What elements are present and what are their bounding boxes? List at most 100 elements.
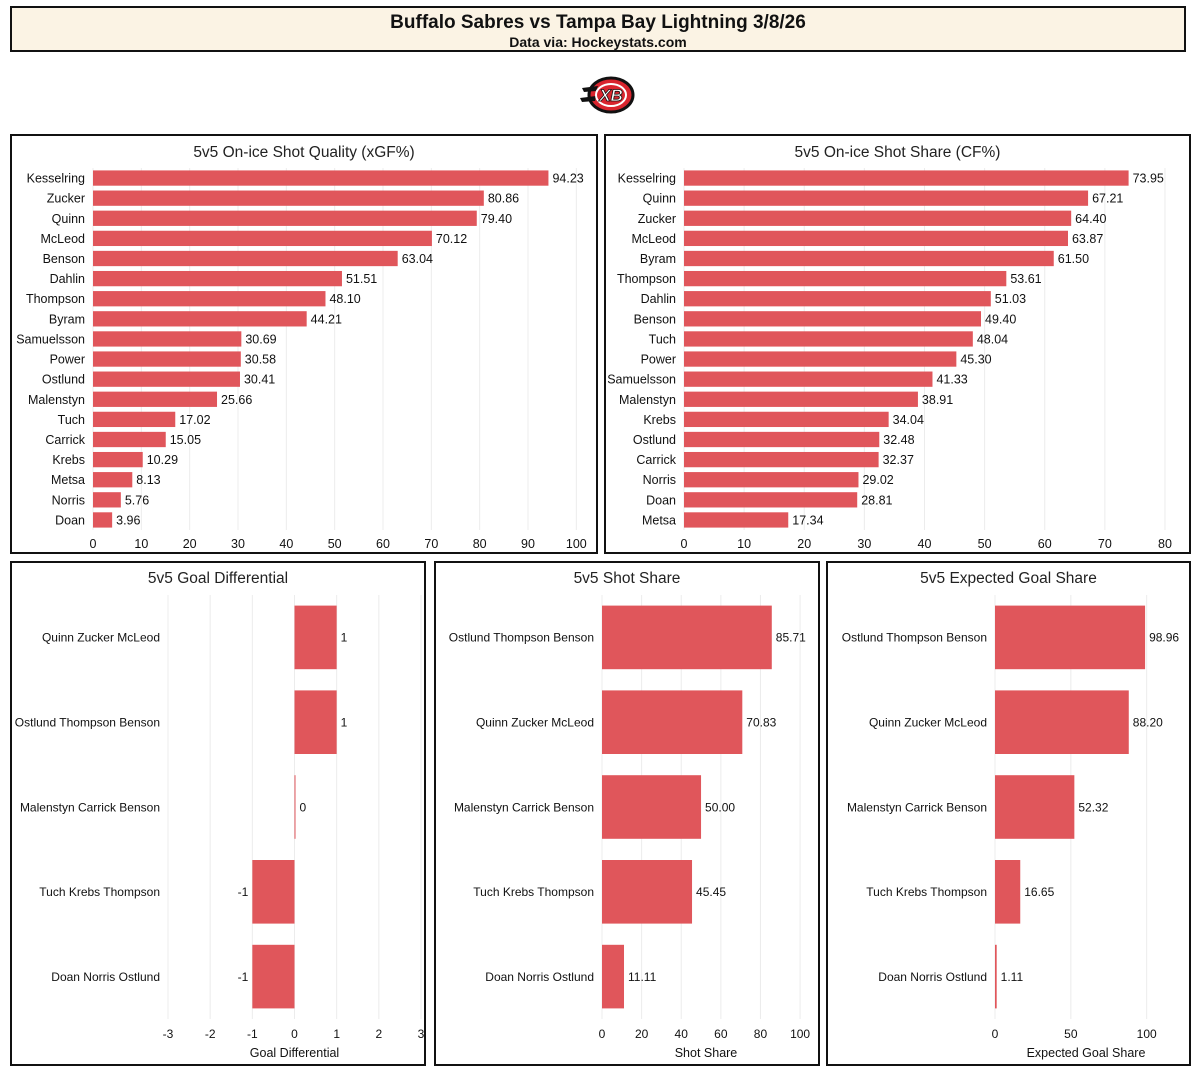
x-tick-label: 0 <box>291 1027 298 1041</box>
y-tick-label: McLeod <box>632 232 677 246</box>
data-label: 1 <box>341 631 348 645</box>
data-label: 45.45 <box>696 885 726 899</box>
bar <box>684 512 789 528</box>
bar <box>995 605 1146 670</box>
data-label: 30.69 <box>245 332 276 346</box>
expected-goal-share-chart: 0 50 100 Ostlund Thompson Benson 98.96 Quinn … <box>842 595 1179 1060</box>
x-tick-label: 100 <box>566 537 587 551</box>
x-tick-label: 1 <box>333 1027 340 1041</box>
y-tick-label: Zucker <box>47 192 85 206</box>
bar <box>684 230 1068 247</box>
data-label: 88.20 <box>1133 716 1163 730</box>
shot-share-chart: 0 20 40 60 80 100 Ostlund Thompson Benson 85.71… <box>449 595 810 1060</box>
bar <box>93 250 398 267</box>
data-label: 17.02 <box>179 413 210 427</box>
y-tick-label: Ostlund <box>633 433 676 447</box>
x-tick-label: 0 <box>681 537 688 551</box>
data-label: 30.41 <box>244 373 275 387</box>
data-label: -1 <box>238 885 249 899</box>
x-tick-label: 60 <box>714 1027 728 1041</box>
data-label: 67.21 <box>1092 192 1123 206</box>
bar <box>684 472 859 488</box>
bar <box>93 170 549 186</box>
y-tick-label: Malenstyn <box>619 393 676 407</box>
data-label: 15.05 <box>170 433 201 447</box>
x-tick-label: 20 <box>183 537 197 551</box>
data-label: 32.37 <box>883 453 914 467</box>
y-tick-label: Krebs <box>52 453 85 467</box>
data-label: 48.10 <box>329 292 360 306</box>
x-tick-label: 80 <box>754 1027 768 1041</box>
x-tick-label: 0 <box>90 537 97 551</box>
y-tick-label: Power <box>641 353 676 367</box>
bar <box>294 605 337 670</box>
y-tick-label: Tuch Krebs Thompson <box>866 885 987 899</box>
y-tick-label: McLeod <box>41 232 86 246</box>
x-tick-label: 80 <box>473 537 487 551</box>
chart-title: 5v5 Expected Goal Share <box>920 570 1097 587</box>
y-tick-label: Malenstyn <box>28 393 85 407</box>
data-label: 44.21 <box>311 312 342 326</box>
goal-differential-chart: -3 -2 -1 0 1 2 3 Quinn Zucker McLeod 1 Ostlund Th… <box>15 595 425 1060</box>
y-tick-label: Doan Norris Ostlund <box>485 970 594 984</box>
x-tick-label: 2 <box>375 1027 382 1041</box>
bar <box>294 775 296 839</box>
x-tick-label: 10 <box>737 537 751 551</box>
y-tick-label: Samuelsson <box>607 373 676 387</box>
x-tick-label: 20 <box>635 1027 649 1041</box>
x-tick-label: 40 <box>675 1027 689 1041</box>
y-tick-label: Samuelsson <box>16 332 85 346</box>
y-tick-label: Quinn Zucker McLeod <box>869 716 987 730</box>
x-tick-label: 80 <box>1158 537 1172 551</box>
y-tick-label: Carrick <box>45 433 85 447</box>
bar <box>684 190 1089 206</box>
data-label: 45.30 <box>960 353 991 367</box>
y-tick-label: Tuch <box>58 413 85 427</box>
y-tick-label: Metsa <box>51 473 85 487</box>
data-label: 30.58 <box>245 353 276 367</box>
y-tick-label: Doan Norris Ostlund <box>878 970 987 984</box>
y-tick-label: Thompson <box>617 272 676 286</box>
y-tick-label: Malenstyn Carrick Benson <box>847 800 987 814</box>
y-tick-label: Byram <box>640 252 676 266</box>
y-tick-label: Quinn <box>643 192 676 206</box>
y-tick-label: Thompson <box>26 292 85 306</box>
data-label: 3.96 <box>116 513 140 527</box>
data-label: 34.04 <box>893 413 924 427</box>
data-label: 63.04 <box>402 252 433 266</box>
y-tick-label: Norris <box>52 493 85 507</box>
x-tick-label: 50 <box>978 537 992 551</box>
cf-chart-panel: 5v5 On-ice Shot Share (CF%) 0 10 20 30 40 50 6… <box>604 134 1191 554</box>
bar <box>684 250 1054 267</box>
data-label: 63.87 <box>1072 232 1103 246</box>
x-axis-label: Shot Share <box>675 1046 738 1060</box>
bar <box>602 944 625 1009</box>
logo-text: XB <box>598 86 623 105</box>
data-label: 79.40 <box>481 212 512 226</box>
bar <box>995 860 1021 924</box>
bar <box>684 391 918 407</box>
y-tick-label: Kesselring <box>27 172 85 186</box>
cf-chart: 0 10 20 30 40 50 60 70 80 Kesselring 73.95 Quinn 67.… <box>607 168 1172 551</box>
bar <box>93 391 218 407</box>
bar <box>93 331 242 347</box>
data-label: 38.91 <box>922 393 953 407</box>
y-tick-label: Metsa <box>642 513 676 527</box>
x-tick-label: 20 <box>797 537 811 551</box>
x-tick-label: 60 <box>376 537 390 551</box>
y-tick-label: Malenstyn Carrick Benson <box>454 800 594 814</box>
bar <box>294 690 337 754</box>
x-tick-label: 90 <box>521 537 535 551</box>
data-label: 51.51 <box>346 272 377 286</box>
header-banner: Buffalo Sabres vs Tampa Bay Lightning 3/… <box>10 6 1186 52</box>
data-label: 70.12 <box>436 232 467 246</box>
y-tick-label: Tuch Krebs Thompson <box>473 885 594 899</box>
data-label: 16.65 <box>1024 885 1054 899</box>
y-tick-label: Byram <box>49 312 85 326</box>
x-tick-label: -3 <box>163 1027 174 1041</box>
data-label: 25.66 <box>221 393 252 407</box>
bar <box>93 472 133 488</box>
x-axis-label: Expected Goal Share <box>1027 1046 1146 1060</box>
bar <box>684 411 889 428</box>
page-subtitle: Data via: Hockeystats.com <box>509 34 687 50</box>
